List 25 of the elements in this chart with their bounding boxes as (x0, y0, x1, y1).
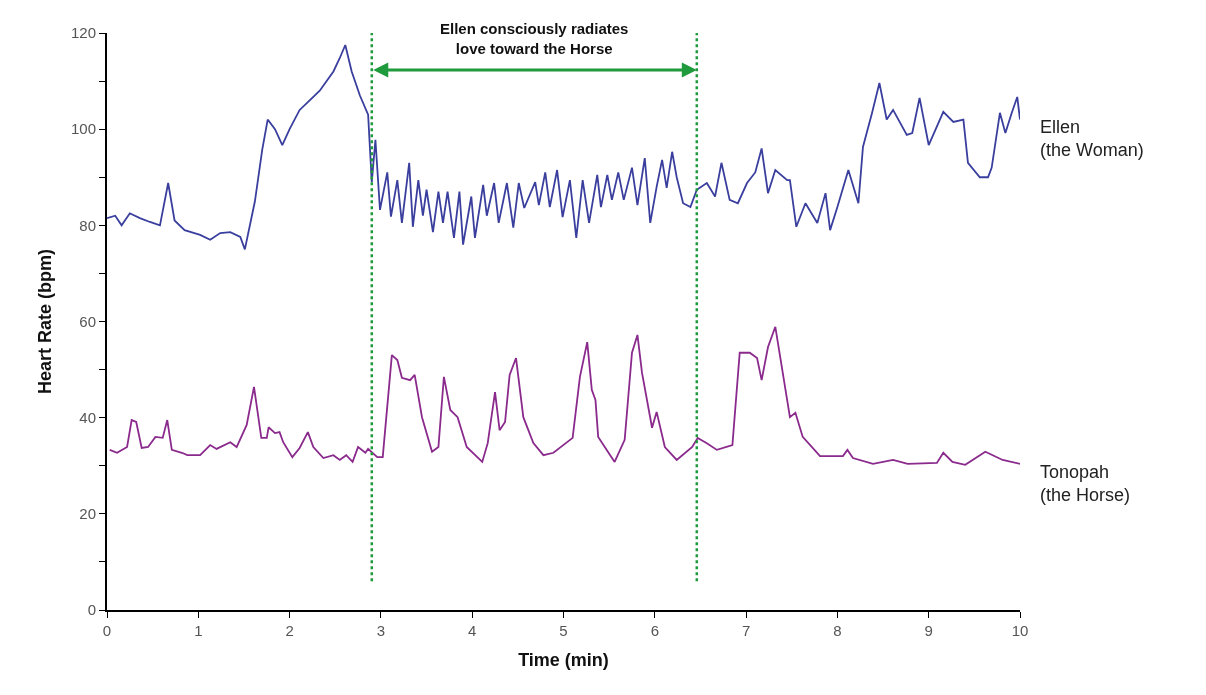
annotation: Ellen consciously radiates love toward the Horse (440, 20, 629, 57)
x-tick-label: 7 (741, 622, 751, 639)
y-tick-label: 60 (79, 312, 96, 330)
series-label: Ellen (the Woman) (1040, 117, 1144, 161)
series-label: Tonopah (the Horse) (1040, 462, 1131, 506)
x-tick-label: 3 (376, 622, 386, 639)
x-tick-label: 10 (1011, 622, 1029, 639)
y-tick-label: 120 (70, 24, 96, 42)
x-tick-label: 6 (650, 622, 659, 639)
x-tick-label: 2 (285, 622, 294, 639)
line-series (107, 44, 1020, 251)
x-tick-label: 8 (833, 622, 842, 639)
line-series (108, 325, 1020, 466)
x-tick-label: 9 (924, 622, 933, 639)
x-axis-title: Time (min) (518, 649, 609, 670)
y-tick-label: 40 (79, 408, 96, 426)
x-tick-label: 0 (102, 622, 112, 639)
y-tick-label: 0 (87, 601, 96, 619)
x-tick-label: 4 (468, 622, 477, 639)
y-tick-label: 80 (79, 216, 96, 234)
x-tick-label: 5 (559, 622, 568, 639)
y-tick-label: 20 (79, 505, 96, 523)
y-axis-title: Heart Rate (bpm) (34, 248, 55, 395)
x-tick-label: 1 (194, 622, 203, 639)
y-tick-label: 100 (70, 120, 96, 138)
